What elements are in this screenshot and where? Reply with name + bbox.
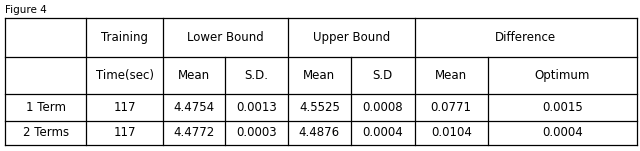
Text: 0.0013: 0.0013 [236,101,277,114]
Text: Optimum: Optimum [534,69,590,82]
Text: 1 Term: 1 Term [26,101,66,114]
Text: Lower Bound: Lower Bound [188,31,264,44]
Text: 0.0015: 0.0015 [542,101,582,114]
Text: 0.0004: 0.0004 [542,126,582,139]
Text: 0.0771: 0.0771 [431,101,472,114]
Text: Time(sec): Time(sec) [96,69,154,82]
Text: Upper Bound: Upper Bound [313,31,390,44]
Text: Mean: Mean [303,69,335,82]
Text: 4.4876: 4.4876 [299,126,340,139]
Text: 4.4772: 4.4772 [173,126,215,139]
Text: 117: 117 [113,126,136,139]
Text: 117: 117 [113,101,136,114]
Text: Figure 4: Figure 4 [5,5,47,14]
Text: 4.5525: 4.5525 [299,101,340,114]
Text: Difference: Difference [495,31,556,44]
Text: S.D: S.D [372,69,393,82]
Text: 0.0003: 0.0003 [236,126,277,139]
Text: Mean: Mean [435,69,467,82]
Text: 0.0104: 0.0104 [431,126,472,139]
Text: 0.0004: 0.0004 [362,126,403,139]
Text: 4.4754: 4.4754 [173,101,215,114]
Text: Mean: Mean [178,69,211,82]
Text: 2 Terms: 2 Terms [22,126,69,139]
Text: Training: Training [101,31,148,44]
Text: S.D.: S.D. [244,69,269,82]
Text: 0.0008: 0.0008 [362,101,403,114]
